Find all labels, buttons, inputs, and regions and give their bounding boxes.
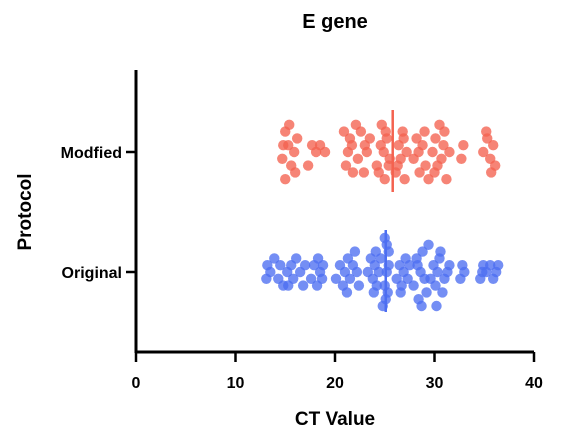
data-point-modfied bbox=[436, 153, 447, 164]
y-axis-label: Protocol bbox=[15, 173, 36, 250]
x-tick-label: 30 bbox=[426, 375, 444, 392]
data-point-modfied bbox=[284, 119, 295, 130]
data-point-modfied bbox=[398, 133, 409, 144]
data-point-modfied bbox=[439, 126, 450, 137]
data-point-original bbox=[437, 287, 448, 298]
data-point-modfied bbox=[376, 119, 387, 130]
data-point-original bbox=[351, 266, 363, 278]
data-point-modfied bbox=[358, 167, 370, 178]
data-point-original bbox=[373, 266, 384, 278]
data-point-original bbox=[375, 253, 386, 264]
data-point-original bbox=[412, 260, 423, 271]
data-point-modfied bbox=[319, 146, 331, 158]
data-point-modfied bbox=[456, 153, 467, 164]
data-point-modfied bbox=[289, 146, 300, 158]
data-point-modfied bbox=[340, 160, 352, 171]
data-point-modfied bbox=[441, 174, 452, 185]
data-point-original bbox=[431, 300, 442, 312]
data-point-modfied bbox=[381, 133, 392, 144]
data-point-modfied bbox=[280, 174, 291, 185]
data-points bbox=[261, 119, 504, 312]
data-point-modfied bbox=[429, 167, 440, 178]
data-point-modfied bbox=[278, 140, 289, 151]
data-point-original bbox=[435, 246, 446, 257]
chart-title: E gene bbox=[302, 11, 368, 33]
data-point-modfied bbox=[486, 167, 497, 178]
data-point-modfied bbox=[427, 146, 438, 158]
data-point-original bbox=[269, 253, 280, 264]
data-point-modfied bbox=[444, 146, 455, 158]
data-point-original bbox=[344, 273, 356, 284]
data-point-original bbox=[288, 273, 299, 284]
data-point-original bbox=[317, 260, 329, 271]
data-point-modfied bbox=[419, 126, 430, 137]
data-point-modfied bbox=[346, 140, 358, 151]
data-point-original bbox=[477, 266, 488, 278]
data-point-original bbox=[297, 280, 309, 291]
data-point-modfied bbox=[373, 167, 384, 178]
data-point-original bbox=[341, 287, 353, 298]
data-point-modfied bbox=[438, 140, 449, 151]
data-point-original bbox=[417, 246, 428, 257]
data-point-original bbox=[459, 266, 470, 278]
data-point-original bbox=[423, 239, 434, 250]
data-point-modfied bbox=[359, 140, 371, 151]
data-point-modfied bbox=[413, 146, 424, 158]
data-point-original bbox=[421, 287, 432, 298]
y-tick-label-original: Original bbox=[62, 265, 122, 282]
data-point-modfied bbox=[478, 146, 489, 158]
data-point-original bbox=[485, 260, 496, 271]
data-point-original bbox=[265, 266, 276, 278]
data-point-original bbox=[492, 260, 504, 271]
data-point-modfied bbox=[302, 160, 314, 171]
data-point-modfied bbox=[481, 126, 492, 137]
data-point-modfied bbox=[290, 167, 301, 178]
data-point-original bbox=[316, 273, 328, 284]
data-point-modfied bbox=[277, 153, 288, 164]
data-point-modfied bbox=[430, 133, 441, 144]
data-point-modfied bbox=[399, 174, 410, 185]
data-point-original bbox=[349, 246, 361, 257]
data-point-original bbox=[404, 260, 415, 271]
data-point-original bbox=[275, 260, 286, 271]
data-point-original bbox=[353, 280, 365, 291]
data-point-modfied bbox=[352, 153, 364, 164]
data-point-original bbox=[395, 287, 406, 298]
median-lines bbox=[384, 110, 394, 312]
data-point-modfied bbox=[392, 160, 403, 171]
data-point-modfied bbox=[488, 140, 499, 151]
data-point-original bbox=[444, 260, 455, 271]
data-point-original bbox=[368, 287, 380, 298]
data-point-modfied bbox=[420, 160, 431, 171]
data-point-original bbox=[416, 300, 427, 312]
data-point-modfied bbox=[411, 133, 422, 144]
data-point-modfied bbox=[423, 174, 434, 185]
data-point-modfied bbox=[338, 126, 350, 137]
data-point-original bbox=[402, 273, 413, 284]
data-point-original bbox=[432, 266, 443, 278]
data-point-original bbox=[305, 273, 317, 284]
data-point-modfied bbox=[347, 167, 359, 178]
x-axis-label: CT Value bbox=[295, 409, 375, 430]
x-tick-label: 0 bbox=[132, 375, 141, 392]
data-point-modfied bbox=[350, 119, 362, 130]
data-point-original bbox=[290, 253, 302, 264]
data-point-modfied bbox=[379, 174, 390, 185]
data-point-modfied bbox=[414, 167, 425, 178]
data-point-modfied bbox=[291, 133, 303, 144]
data-point-original bbox=[330, 273, 342, 284]
data-point-modfied bbox=[401, 146, 412, 158]
data-point-modfied bbox=[458, 140, 469, 151]
data-point-original bbox=[430, 280, 441, 291]
x-axis-ticks: 0 10 20 30 40 bbox=[132, 352, 543, 392]
x-tick-label: 40 bbox=[525, 375, 543, 392]
data-point-modfied bbox=[378, 146, 389, 158]
data-point-original bbox=[408, 280, 419, 291]
y-tick-label-modfied: Modfied bbox=[61, 145, 122, 162]
x-tick-label: 10 bbox=[227, 375, 245, 392]
data-point-original bbox=[299, 260, 311, 271]
x-tick-label: 20 bbox=[326, 375, 344, 392]
